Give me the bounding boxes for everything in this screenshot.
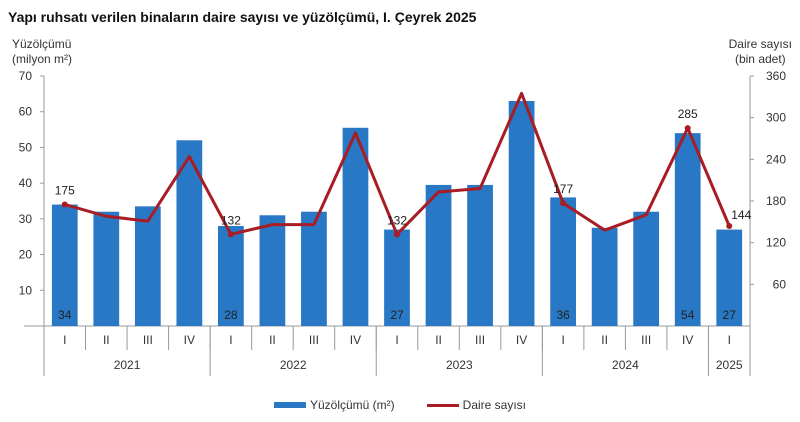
quarter-label: IV [350, 333, 361, 347]
left-axis-title-line2: (milyon m²) [12, 52, 72, 66]
bar-value-label: 36 [556, 308, 570, 322]
bar-value-label: 28 [224, 308, 238, 322]
line-value-label: 132 [387, 213, 407, 227]
legend-line-label: Daire sayısı [462, 398, 527, 412]
right-tick-label: 60 [773, 277, 787, 291]
line-value-label: 175 [55, 183, 75, 197]
bar-value-label: 27 [723, 308, 737, 322]
right-tick-label: 240 [766, 152, 786, 166]
bar [342, 127, 369, 327]
line-value-label: 177 [553, 182, 573, 196]
left-tick-label: 70 [19, 69, 33, 83]
chart-title: Yapı ruhsatı verilen binaların daire say… [8, 9, 477, 25]
left-tick-label: 50 [19, 140, 33, 154]
bar [425, 184, 452, 326]
bar [591, 227, 618, 326]
quarter-label: I [728, 333, 731, 347]
left-axis-title-line1: Yüzölçümü [12, 37, 72, 51]
year-label: 2023 [446, 358, 473, 372]
line-marker [227, 231, 234, 238]
legend: Yüzölçümü (m²) Daire sayısı [0, 398, 800, 412]
right-axis-title-line2: (bin adet) [734, 52, 786, 66]
line-marker [61, 201, 68, 208]
bar [93, 211, 120, 326]
year-label: 2022 [280, 358, 307, 372]
right-tick-label: 180 [766, 194, 786, 208]
right-axis-title-line1: Daire sayısı [728, 37, 792, 51]
bar-swatch-icon [273, 402, 306, 408]
bar [218, 226, 244, 326]
right-tick-label: 300 [766, 111, 786, 125]
bar-value-label: 34 [58, 308, 72, 322]
right-axis-title: Daire sayısı (bin adet) [729, 37, 792, 67]
bar [467, 184, 493, 326]
bar [674, 133, 701, 326]
bar [550, 197, 576, 326]
bar [633, 211, 660, 326]
year-label: 2025 [716, 358, 743, 372]
legend-item-line: Daire sayısı [426, 398, 527, 412]
bar [301, 211, 327, 326]
bar-value-label: 27 [390, 308, 404, 322]
bar [134, 206, 161, 326]
bar [259, 215, 286, 326]
line-value-label: 132 [221, 213, 241, 227]
line-marker [726, 223, 733, 229]
legend-item-bar: Yüzölçümü (m²) [273, 398, 395, 412]
right-tick-label: 360 [766, 69, 786, 83]
left-tick-label: 10 [19, 283, 33, 297]
line-value-label: 285 [678, 107, 698, 121]
bar-value-label: 54 [681, 308, 695, 322]
quarter-label: IV [516, 333, 527, 347]
quarter-label: II [601, 333, 608, 347]
line-value-label: 144 [731, 208, 751, 222]
quarter-label: IV [682, 333, 693, 347]
quarter-label: II [103, 333, 110, 347]
legend-bar-label: Yüzölçümü (m²) [309, 398, 395, 412]
bar [716, 229, 743, 326]
right-tick-label: 120 [766, 236, 786, 250]
line-marker [394, 231, 400, 238]
bar [384, 229, 410, 326]
quarter-label: III [475, 333, 485, 347]
left-axis-title: Yüzölçümü (milyon m²) [12, 37, 72, 67]
quarter-label: III [309, 333, 319, 347]
left-tick-label: 20 [19, 248, 33, 262]
quarter-label: I [229, 333, 232, 347]
year-label: 2024 [612, 358, 639, 372]
quarter-label: I [63, 333, 66, 347]
quarter-label: IV [184, 333, 195, 347]
left-tick-label: 40 [19, 176, 33, 190]
line-marker [684, 125, 691, 132]
quarter-label: II [435, 333, 442, 347]
left-tick-label: 60 [19, 105, 33, 119]
year-label: 2021 [114, 358, 141, 372]
quarter-label: II [269, 333, 276, 347]
quarter-label: III [641, 333, 651, 347]
left-tick-label: 30 [19, 212, 33, 226]
bar [51, 204, 78, 326]
quarter-label: I [561, 333, 564, 347]
quarter-label: III [143, 333, 153, 347]
line-marker [560, 200, 567, 207]
line-swatch-icon [426, 403, 459, 407]
bar [508, 101, 535, 326]
quarter-label: I [395, 333, 398, 347]
